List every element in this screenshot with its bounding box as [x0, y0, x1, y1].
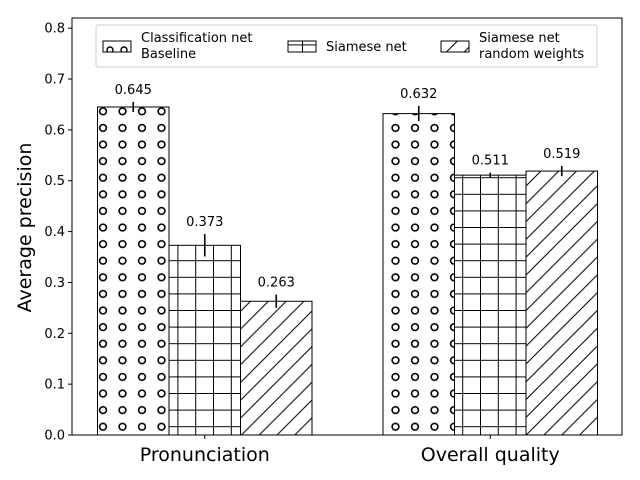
y-tick-label: 0.8 [44, 22, 65, 37]
legend-swatch-grid [287, 40, 317, 53]
bar-grid-1 [454, 174, 527, 436]
y-tick-label: 0.4 [44, 225, 65, 240]
value-label: 0.373 [186, 215, 223, 230]
bar-diagonal-0 [240, 300, 313, 436]
bar-circles-1 [382, 113, 455, 436]
value-label: 0.263 [258, 276, 295, 291]
bar-grid-0 [168, 244, 241, 436]
y-tick-label: 0.3 [44, 276, 65, 291]
legend-label: Siamese net [326, 40, 407, 55]
y-axis-label: Average precision [14, 143, 36, 313]
y-tick-label: 0.0 [44, 429, 65, 444]
chart-legend: Classification net Baseline Siamese net Sia… [95, 24, 598, 68]
value-label: 0.632 [400, 87, 437, 102]
y-tick-label: 0.1 [44, 378, 65, 393]
legend-swatch-diagonal [440, 40, 470, 53]
legend-swatch-circles [102, 40, 132, 53]
bar-diagonal-1 [525, 170, 598, 436]
value-label: 0.511 [472, 154, 509, 169]
x-category-label: Pronunciation [140, 444, 270, 466]
plot-frame [71, 17, 623, 436]
x-category-label: Overall quality [421, 444, 560, 466]
y-tick-label: 0.6 [44, 123, 65, 138]
y-tick-label: 0.2 [44, 327, 65, 342]
legend-label: Siamese net random weights [479, 31, 584, 62]
y-tick-label: 0.7 [44, 73, 65, 88]
bar-circles-0 [97, 106, 170, 436]
legend-label: Classification net Baseline [141, 31, 252, 62]
y-tick-label: 0.5 [44, 174, 65, 189]
legend-frame [95, 24, 598, 68]
value-label: 0.519 [543, 147, 580, 162]
value-label: 0.645 [115, 83, 152, 98]
